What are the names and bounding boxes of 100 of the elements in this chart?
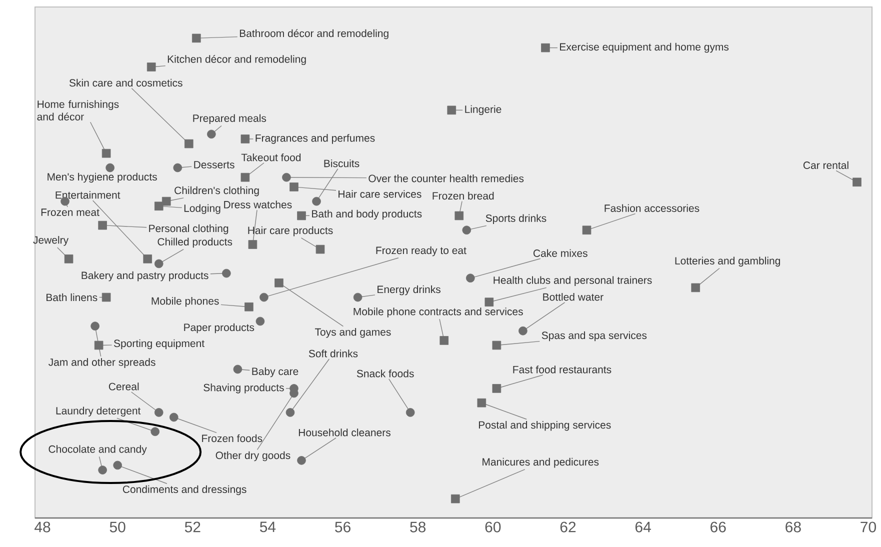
annotation: Entertainment: [56, 191, 120, 199]
x-tick-label: 64: [635, 522, 651, 532]
annotation: Mobile phones: [152, 296, 219, 307]
x-tick-label: 52: [184, 522, 200, 532]
point: [222, 268, 231, 278]
annotation: Biscuits: [324, 159, 360, 168]
annotation: Skin care and cosmetics: [69, 78, 182, 87]
annotation: Chilled products: [158, 238, 232, 248]
point: [484, 298, 494, 306]
x-tick-label: 48: [34, 522, 50, 532]
point: [192, 34, 201, 43]
annotation: Other dry goods: [216, 451, 290, 462]
annotation: Bath linens: [46, 293, 98, 302]
point: [94, 340, 104, 350]
annotation: Spas and spa services: [542, 331, 647, 342]
annotation: Bakery and pastry products: [82, 271, 208, 282]
annotation: Postal and shipping services: [478, 420, 611, 431]
point: [102, 148, 111, 158]
annotation: Health clubs and personal trainers: [494, 276, 652, 286]
annotation: Lingerie: [465, 105, 502, 116]
annotation: Personal clothing: [149, 224, 228, 234]
annotation: Bottled water: [543, 293, 604, 301]
point: [541, 43, 550, 52]
point: [440, 336, 449, 345]
point: [154, 259, 164, 268]
point: [492, 340, 502, 350]
point: [286, 408, 295, 417]
annotation: Desserts: [194, 161, 234, 168]
x-tick-label: 70: [860, 522, 876, 532]
point: [106, 163, 114, 172]
annotation: Dress watches: [224, 200, 292, 208]
annotation: Soft drinks: [308, 350, 358, 358]
annotation: Frozen ready to eat: [376, 246, 466, 256]
point: [518, 326, 528, 336]
point: [162, 196, 171, 206]
point: [316, 244, 325, 254]
annotation: Children's clothing: [174, 186, 259, 196]
point: [154, 408, 164, 417]
point: [466, 274, 475, 282]
point: [169, 412, 178, 422]
point: [260, 292, 268, 302]
point: [102, 292, 111, 302]
point: [290, 182, 298, 192]
point: [150, 427, 160, 436]
annotation: Hair care services: [338, 190, 422, 198]
annotation: Toys and games: [314, 328, 391, 338]
annotation: Condiments and dressings: [122, 485, 246, 496]
point: [477, 398, 486, 408]
annotation: Bathroom décor and remodeling: [240, 29, 388, 40]
annotation: Fashion accessories: [604, 204, 700, 212]
point: [462, 226, 472, 235]
annotation: Hair care products: [248, 226, 333, 236]
point: [582, 226, 592, 235]
annotation: Laundry detergent: [56, 406, 141, 417]
point: [113, 460, 122, 470]
point: [297, 211, 306, 220]
point: [207, 130, 216, 139]
x-tick-label: 54: [260, 522, 276, 532]
point: [240, 172, 250, 182]
annotation: Sporting equipment: [114, 339, 204, 350]
point: [184, 139, 194, 148]
point: [447, 106, 456, 115]
point: [143, 254, 152, 264]
x-tick-label: 58: [410, 522, 426, 532]
x-tick-label: 66: [710, 522, 726, 532]
annotation: Takeout food: [241, 153, 301, 162]
annotation: Prepared meals: [193, 114, 266, 124]
annotation: Chocolate and candy: [48, 445, 147, 455]
annotation: Energy drinks: [378, 285, 440, 296]
point: [240, 134, 250, 144]
annotation: Fragrances and perfumes: [256, 134, 375, 144]
point: [173, 163, 182, 172]
point: [282, 172, 291, 182]
annotation: Frozen meat: [41, 208, 100, 216]
annotation: Home furnishings and décor: [37, 100, 119, 120]
point: [852, 178, 862, 187]
annotation: Frozen foods: [202, 434, 262, 442]
point: [450, 494, 460, 504]
point: [98, 220, 107, 230]
point: [146, 62, 156, 72]
point: [353, 292, 362, 302]
annotation: Household cleaners: [298, 428, 390, 436]
point: [248, 240, 258, 249]
point: [297, 456, 306, 465]
annotation: Frozen bread: [432, 192, 494, 200]
annotation: Mobile phone contracts and services: [354, 308, 523, 318]
annotation: Sports drinks: [486, 214, 546, 224]
x-tick-label: 68: [786, 522, 801, 532]
annotation: Lotteries and gambling: [675, 256, 780, 267]
point: [244, 302, 254, 312]
point: [64, 254, 74, 264]
x-tick-label: 50: [110, 522, 126, 532]
annotation: Lodging: [184, 204, 220, 214]
point: [691, 283, 700, 292]
annotation: Paper products: [184, 323, 254, 334]
annotation: Baby care: [252, 367, 298, 378]
annotation: Men's hygiene products: [48, 172, 157, 183]
point: [312, 196, 321, 206]
annotation: Manicures and pedicures: [482, 458, 599, 468]
point: [406, 408, 415, 417]
